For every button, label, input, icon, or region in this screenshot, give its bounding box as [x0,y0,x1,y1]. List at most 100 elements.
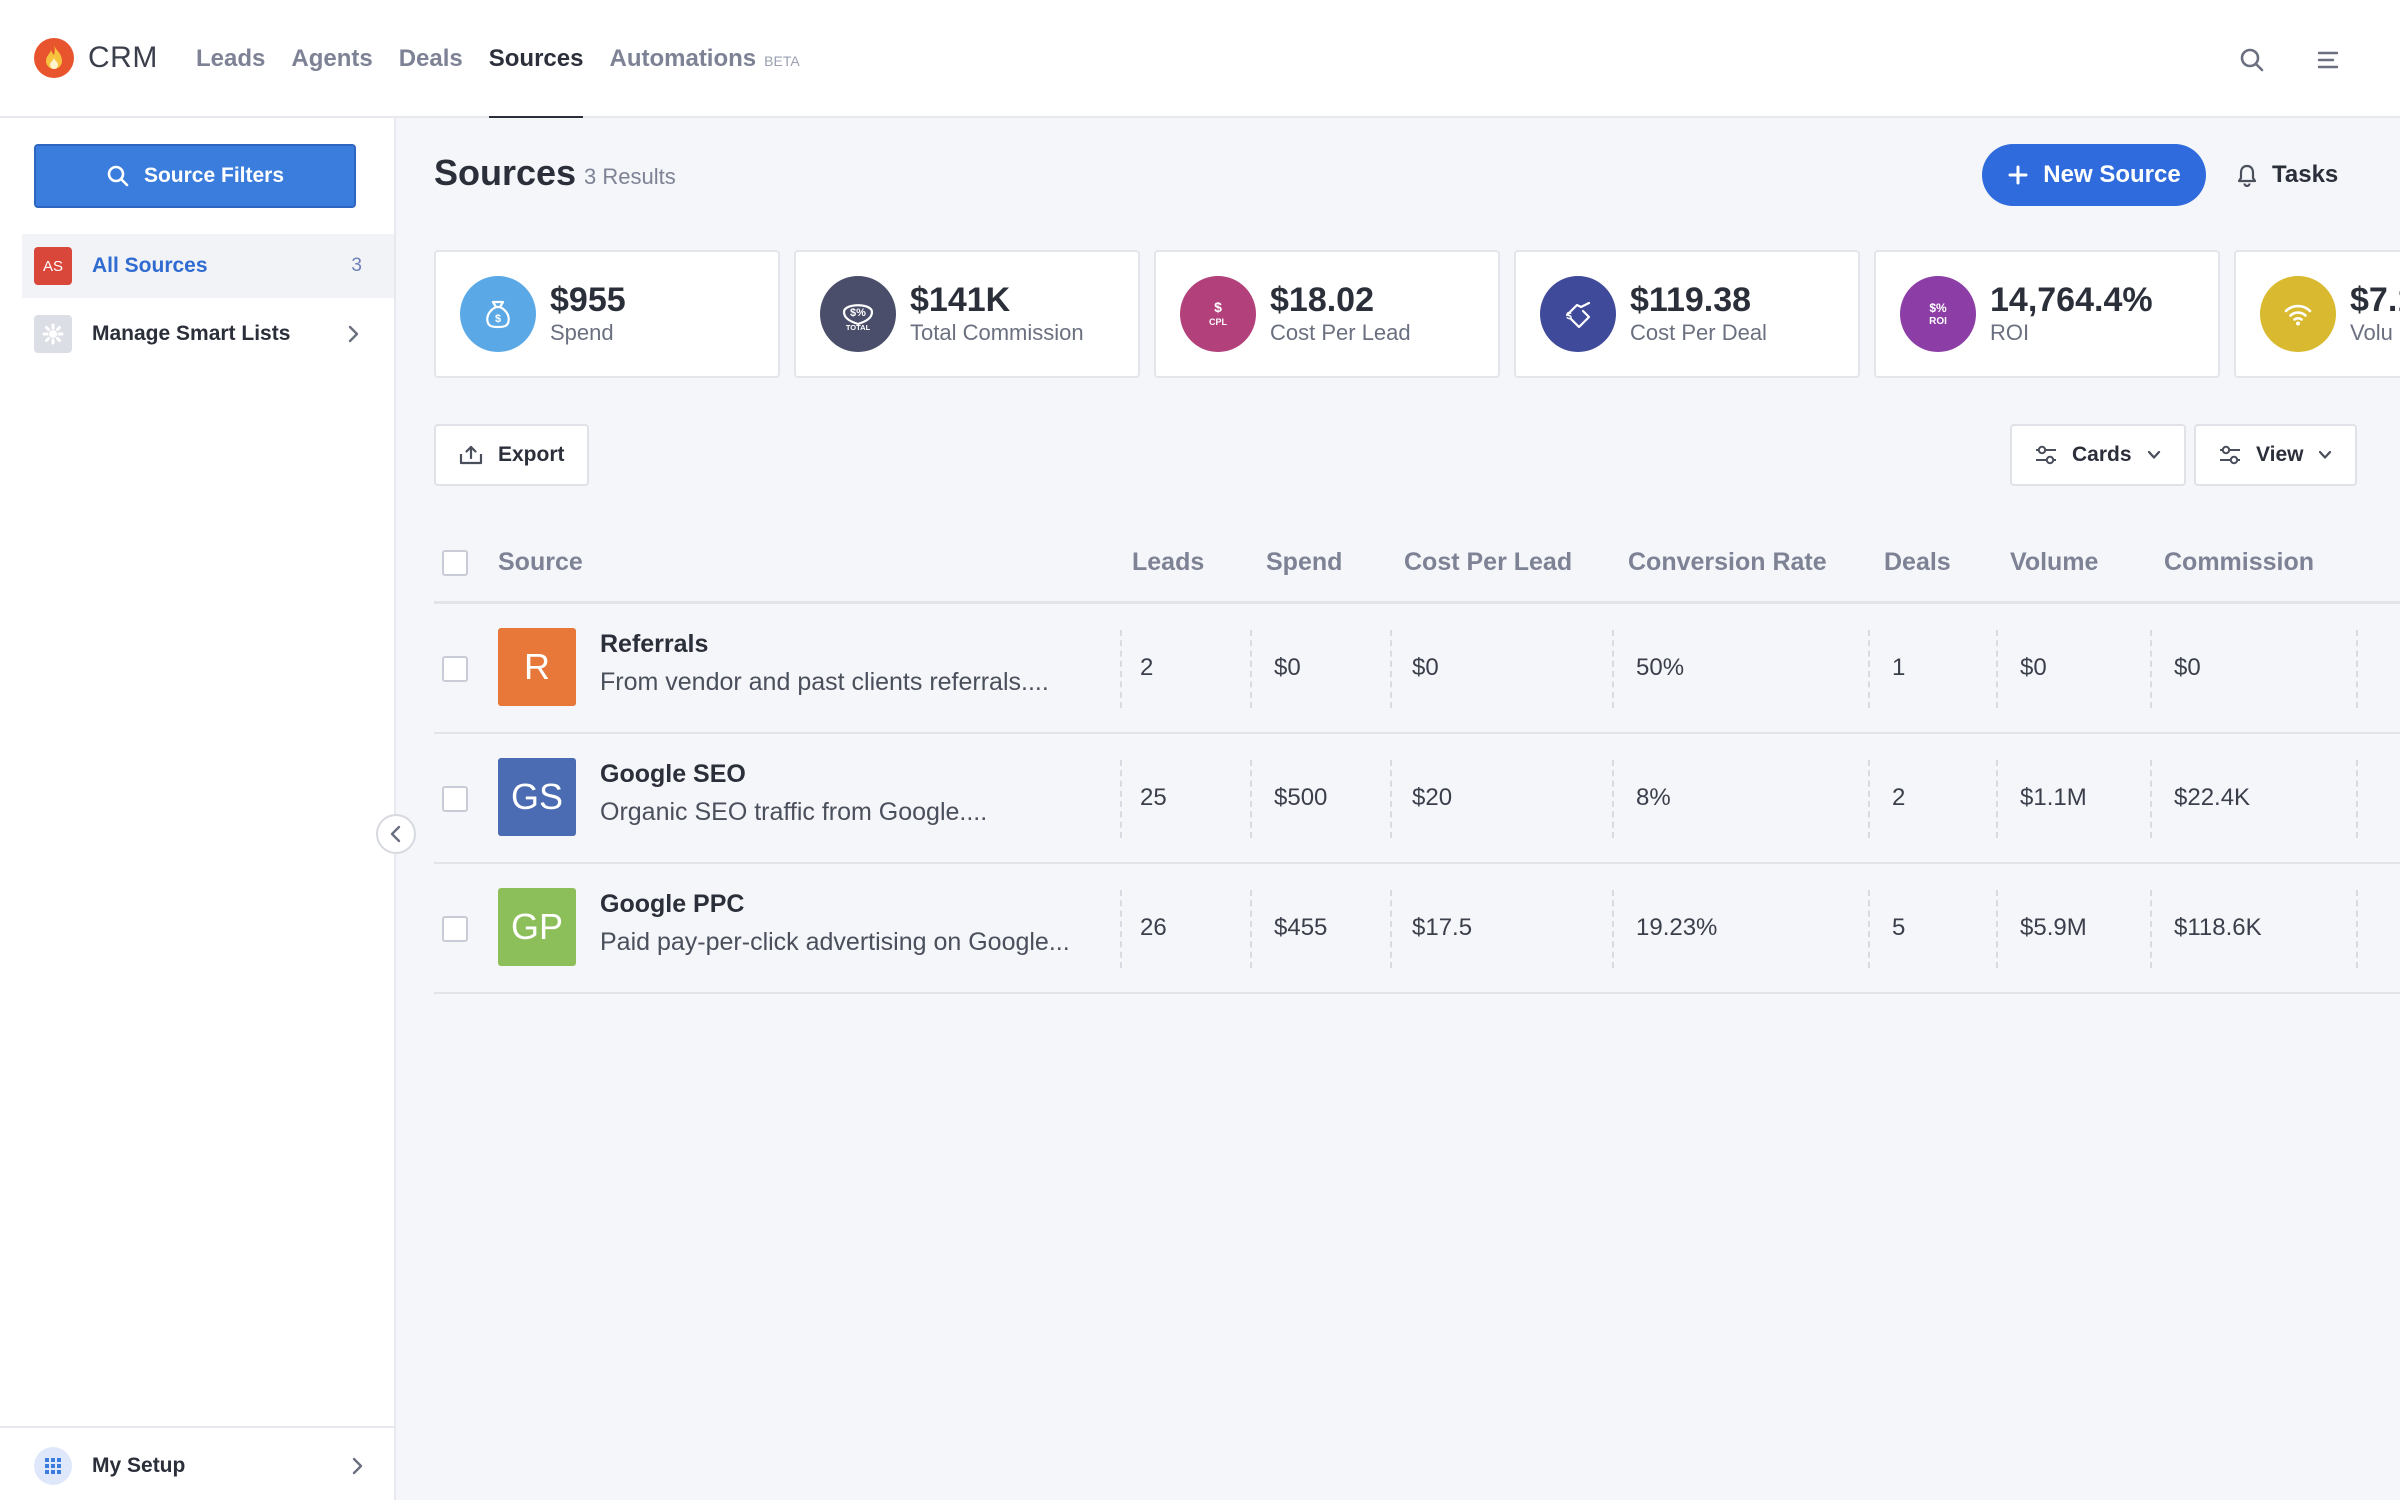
source-name[interactable]: Google PPC [600,890,745,918]
stat-card-spend[interactable]: $ $955 Spend [434,250,780,378]
grid-icon [34,1447,72,1485]
stat-label: ROI [1990,319,2030,345]
source-description: From vendor and past clients referrals..… [600,668,1049,696]
svg-text:$%: $% [850,307,866,319]
cell-commission: $118.6K [2174,914,2262,941]
money-bag-icon: $ [460,276,536,352]
select-all-checkbox[interactable] [442,550,468,576]
cell-leads: 2 [1140,654,1154,681]
stat-label: Volu [2350,319,2393,345]
source-filters-button[interactable]: Source Filters [34,144,356,208]
search-icon [107,165,129,187]
stat-card-volume[interactable]: $7.1 Volu [2234,250,2400,378]
cell-conversion-rate: 50% [1636,654,1685,681]
nav-agents[interactable]: Agents [291,0,372,118]
icon-caption: TOTAL [846,323,871,332]
column-header-cost-per-lead[interactable]: Cost Per Lead [1404,548,1573,576]
column-header-spend[interactable]: Spend [1266,548,1343,576]
row-checkbox[interactable] [442,786,468,812]
chevron-down-icon [2319,450,2332,459]
source-filters-label: Source Filters [143,164,285,187]
chevron-right-icon [348,325,359,343]
cell-spend: $455 [1274,914,1328,941]
nav-leads[interactable]: Leads [196,0,265,118]
nav-deals-label: Deals [398,45,463,72]
stat-value: 14,764.4% [1990,281,2153,320]
nav-sources[interactable]: Sources [488,0,583,120]
flame-logo-icon [34,38,74,78]
cards-label: Cards [2072,443,2132,466]
source-name[interactable]: Google SEO [600,760,746,788]
total-commission-icon: $% TOTAL [820,276,896,352]
cell-deals: 1 [1892,654,1906,681]
nav-leads-label: Leads [196,45,266,72]
beta-badge: BETA [764,53,800,69]
nav-deals[interactable]: Deals [399,0,463,118]
stat-card-roi[interactable]: $% ROI 14,764.4% ROI [1874,250,2220,378]
cell-conversion-rate: 19.23% [1636,914,1718,941]
sliders-icon [2036,445,2056,465]
sidebar-item-manage-smart-lists[interactable]: Manage Smart Lists [22,302,394,366]
export-label: Export [498,443,565,466]
table-row[interactable]: GP Google PPC Paid pay-per-click adverti… [434,864,2400,994]
my-setup-item[interactable]: My Setup [34,1446,364,1486]
row-checkbox[interactable] [442,916,468,942]
cell-volume: $1.1M [2020,784,2087,811]
sidebar-item-label: All Sources [92,254,208,277]
new-source-label: New Source [2043,161,2181,188]
row-checkbox[interactable] [442,656,468,682]
collapse-sidebar-button[interactable] [376,814,416,854]
brand[interactable]: CRM [34,38,158,78]
table-row[interactable]: GS Google SEO Organic SEO traffic from G… [434,734,2400,864]
stat-card-total-commission[interactable]: $% TOTAL $141K Total Commission [794,250,1140,378]
nav-automations[interactable]: Automations BETA [609,0,799,118]
stat-card-cost-per-deal[interactable]: $ $119.38 Cost Per Deal [1514,250,1860,378]
cell-deals: 2 [1892,784,1906,811]
top-navigation-bar: CRM Leads Agents Deals Sources Automatio… [0,0,2400,120]
chevron-left-icon [390,825,401,843]
source-avatar: GP [498,888,576,966]
sidebar-item-count: 3 [351,255,362,276]
column-header-conversion-rate[interactable]: Conversion Rate [1628,548,1827,576]
tasks-button[interactable]: Tasks [2236,144,2338,206]
column-header-leads[interactable]: Leads [1132,548,1205,576]
my-setup-label: My Setup [92,1454,186,1477]
signal-icon [2260,276,2336,352]
stat-card-cost-per-lead[interactable]: $ CPL $18.02 Cost Per Lead [1154,250,1500,378]
svg-text:$: $ [1566,311,1572,322]
column-header-commission[interactable]: Commission [2164,548,2315,576]
gear-icon [34,315,72,353]
table-header: Source Leads Spend Cost Per Lead Convers… [434,522,2400,604]
sidebar-item-all-sources[interactable]: AS All Sources 3 [22,234,394,298]
hamburger-menu-icon[interactable] [2308,40,2348,80]
cell-cost-per-lead: $20 [1412,784,1453,811]
icon-caption: CPL [1209,317,1228,327]
cards-dropdown[interactable]: Cards [2010,424,2186,486]
stat-cards: $ $955 Spend $% TOTAL $141K Total Commiss… [434,250,2400,378]
stat-value: $955 [550,281,626,320]
export-button[interactable]: Export [434,424,589,486]
stat-label: Cost Per Lead [1270,319,1411,345]
plus-icon [2008,165,2028,185]
source-name[interactable]: Referrals [600,630,709,658]
view-dropdown[interactable]: View [2194,424,2358,486]
cell-commission: $22.4K [2174,784,2251,811]
sidebar: Source Filters AS All Sources 3 Manage S… [0,118,396,1500]
cell-leads: 26 [1140,914,1167,941]
stat-label: Total Commission [910,319,1084,345]
sliders-icon [2220,445,2240,465]
main-nav: Leads Agents Deals Sources Automations B… [196,0,800,120]
nav-automations-label: Automations [609,45,757,72]
cell-conversion-rate: 8% [1636,784,1671,811]
column-header-deals[interactable]: Deals [1884,548,1951,576]
table-row[interactable]: R Referrals From vendor and past clients… [434,604,2400,734]
new-source-button[interactable]: New Source [1982,144,2206,206]
column-header-source[interactable]: Source [498,548,583,576]
cell-commission: $0 [2174,654,2201,681]
search-icon[interactable] [2232,40,2272,80]
cell-leads: 25 [1140,784,1167,811]
roi-icon: $% ROI [1900,276,1976,352]
chevron-right-icon [352,1457,363,1475]
cell-deals: 5 [1892,914,1906,941]
column-header-volume[interactable]: Volume [2010,548,2099,576]
